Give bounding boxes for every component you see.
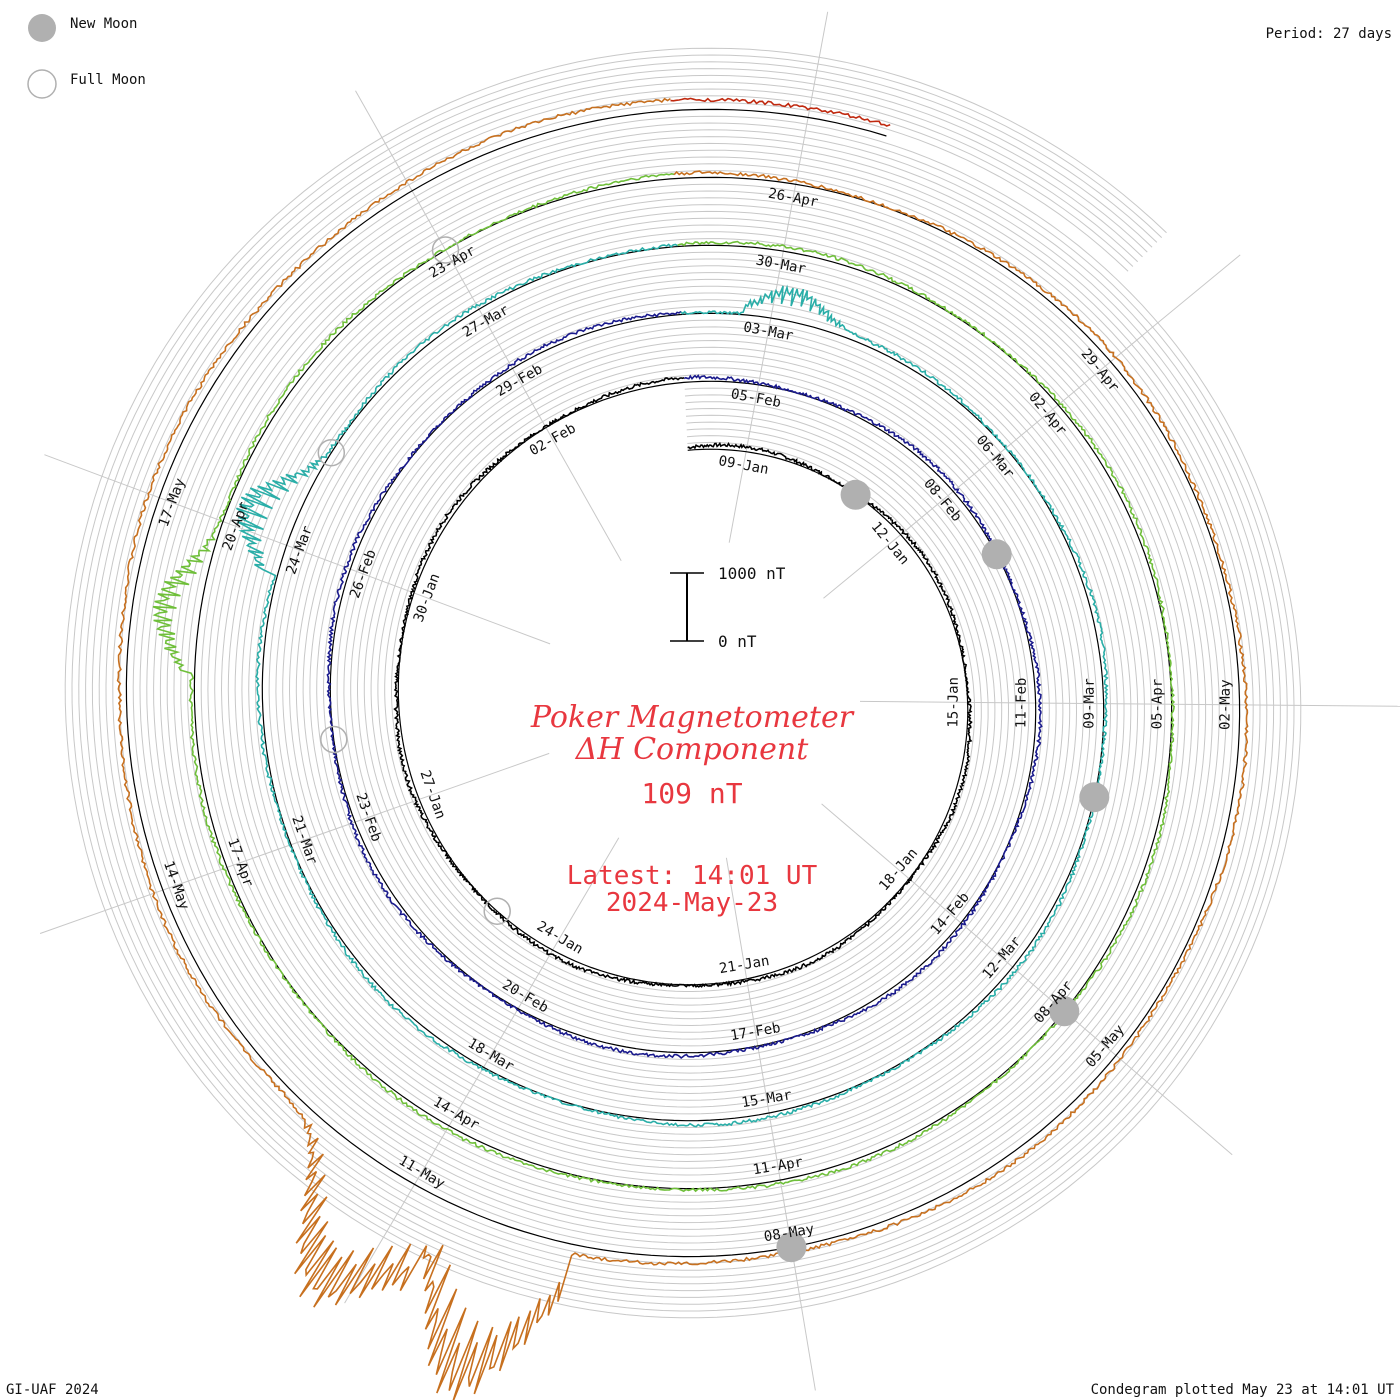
date-tick-label: 18-Jan [876, 845, 921, 894]
date-tick-label: 30-Jan [411, 571, 444, 624]
new-moon-marker [981, 539, 1012, 570]
date-tick-label: 12-Jan [868, 519, 913, 568]
data-trace [116, 97, 1249, 1400]
grid-spiral [85, 68, 1281, 1298]
day-spoke [859, 700, 1400, 707]
day-spoke [823, 254, 1241, 599]
date-tick-label: 15-Jan [945, 677, 961, 728]
grid-spiral [78, 61, 1288, 1305]
new-moon-legend-icon [28, 14, 56, 42]
new-moon-marker [1049, 996, 1080, 1027]
footer-credit: GI-UAF 2024 [6, 1382, 99, 1398]
grid-spiral [105, 88, 1261, 1278]
full-moon-marker [431, 236, 460, 264]
new-moon-marker [776, 1232, 807, 1263]
date-tick-label: 17-Feb [729, 1020, 782, 1044]
day-spoke [821, 803, 1233, 1156]
day-spokes [39, 11, 1400, 1391]
date-tick-label: 24-Mar [283, 524, 316, 577]
data-trace-turn [235, 243, 1109, 1128]
grid-spiral [71, 54, 1295, 1312]
date-tick-label: 21-Mar [288, 814, 320, 867]
chart-title: Poker Magnetometer [530, 700, 855, 735]
latest-date: 2024-May-23 [606, 888, 778, 918]
date-tick-label: 08-Feb [920, 476, 965, 525]
day-spoke [725, 857, 816, 1391]
date-tick-label: 06-Mar [973, 432, 1018, 481]
date-tick-label: 17-Apr [224, 836, 256, 889]
date-tick-label: 26-Apr [767, 186, 820, 211]
period-label: Period: 27 days [1266, 26, 1392, 42]
date-tick-label: 05-Feb [730, 386, 783, 411]
legend: New Moon Full Moon [27, 14, 146, 99]
date-tick-label: 09-Mar [1081, 678, 1097, 729]
new-moon-legend-label: New Moon [70, 16, 137, 32]
date-tick-label: 11-Apr [752, 1154, 805, 1178]
spiral-grid [64, 47, 1302, 1319]
date-tick-label: 14-Feb [928, 889, 973, 938]
day-spoke [44, 454, 551, 645]
scale-bar-bottom-label: 0 nT [718, 632, 757, 651]
current-value: 109 nT [641, 777, 742, 810]
date-tick-label: 05-Apr [1149, 679, 1165, 730]
day-spoke [355, 90, 622, 561]
date-tick-label: 29-Apr [1078, 346, 1123, 395]
moon-markers [317, 236, 1110, 1263]
chart-subtitle: ΔH Component [575, 732, 809, 767]
date-tick-label: 11-Feb [1013, 678, 1029, 729]
grid-spiral [91, 74, 1275, 1292]
full-moon-marker [320, 725, 348, 754]
day-spoke [39, 752, 550, 934]
full-moon-legend-icon [27, 69, 57, 99]
date-tick-label: 12-Mar [979, 934, 1024, 983]
date-tick-label: 03-Mar [742, 319, 795, 344]
latest-time: Latest: 14:01 UT [567, 861, 818, 891]
date-tick-label: 15-Mar [740, 1087, 793, 1111]
day-spoke [728, 11, 829, 543]
new-moon-marker [840, 479, 871, 510]
date-tick-label: 09-Jan [717, 453, 770, 478]
data-trace-turn [116, 97, 1249, 1400]
date-tick-label: 02-May [1217, 679, 1233, 730]
date-tick-label: 26-Feb [347, 548, 380, 601]
date-tick-label: 14-May [160, 859, 192, 912]
scale-bar-top-label: 1000 nT [718, 564, 786, 583]
date-tick-label: 02-Apr [1025, 389, 1070, 438]
grid-spiral [98, 81, 1268, 1285]
date-tick-label: 05-May [1083, 1022, 1128, 1071]
date-tick-label: 30-Mar [754, 252, 807, 277]
full-moon-legend-label: Full Moon [70, 72, 146, 88]
baseline-spiral-path [125, 108, 1241, 1258]
full-moon-marker [317, 438, 346, 467]
data-trace-turn [152, 172, 1176, 1193]
new-moon-marker [1079, 782, 1110, 813]
date-tick-label: 21-Jan [718, 953, 771, 977]
date-tick-label: 17-May [156, 476, 189, 529]
grid-spiral [64, 47, 1302, 1319]
data-trace-turn [326, 310, 1043, 1060]
day-spoke [344, 837, 620, 1304]
data-trace-turn [670, 97, 891, 127]
baseline-spiral [125, 108, 1241, 1258]
grid-spiral [112, 95, 1254, 1271]
footer-plotted: Condegram plotted May 23 at 14:01 UT [1091, 1382, 1395, 1398]
full-moon-marker [483, 897, 511, 925]
grid-spiral [119, 102, 1247, 1264]
data-trace-turn [393, 376, 973, 988]
scale-bar: 1000 nT 0 nT [670, 564, 786, 651]
